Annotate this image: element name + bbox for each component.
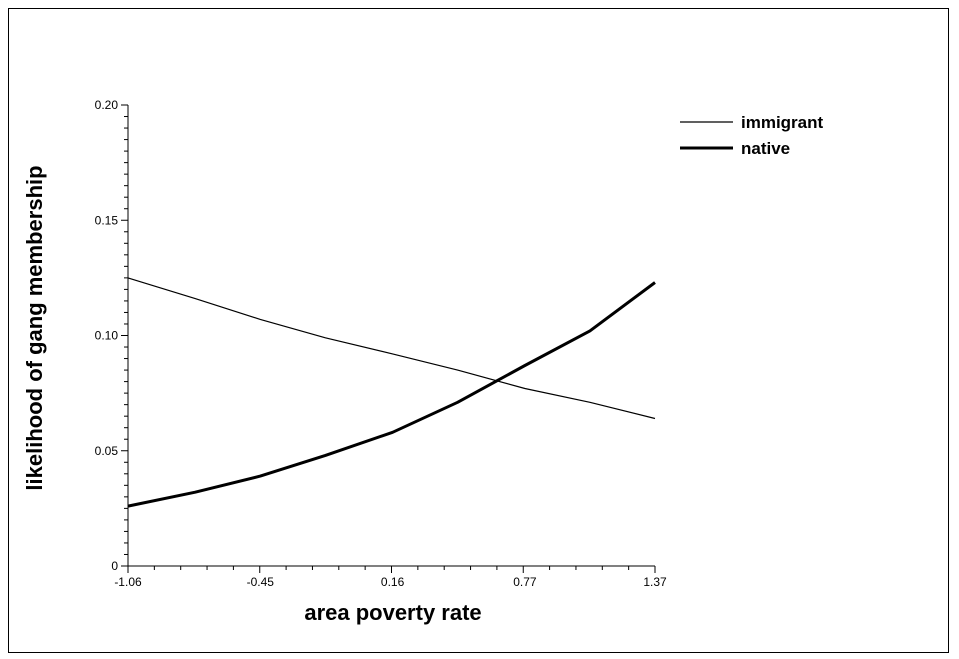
chart-frame [8, 8, 949, 653]
x-tick-label: 1.37 [643, 575, 667, 589]
legend-label-native: native [741, 139, 790, 158]
legend-label-immigrant: immigrant [741, 113, 824, 132]
series-line-immigrant [127, 277, 656, 420]
y-tick-label: 0.05 [95, 444, 119, 458]
x-tick-label: 0.77 [513, 575, 537, 589]
legend: immigrant native [680, 113, 824, 158]
x-tick-label: -1.06 [114, 575, 142, 589]
series-line-native [127, 281, 656, 508]
axes [127, 105, 655, 567]
y-tick-label: 0 [111, 559, 118, 573]
y-axis-title: likelihood of gang membership [22, 165, 47, 490]
series-lines [127, 277, 656, 508]
y-tick-label: 0.20 [95, 98, 119, 112]
x-axis-title: area poverty rate [304, 600, 481, 625]
y-tick-label: 0.15 [95, 213, 119, 227]
axis-ticks: 0 0.05 0.10 0.15 0.20 -1.06 -0.45 0.16 0.77 1.37 [95, 98, 667, 589]
y-tick-label: 0.10 [95, 329, 119, 343]
x-tick-label: 0.16 [381, 575, 405, 589]
x-tick-label: -0.45 [247, 575, 275, 589]
